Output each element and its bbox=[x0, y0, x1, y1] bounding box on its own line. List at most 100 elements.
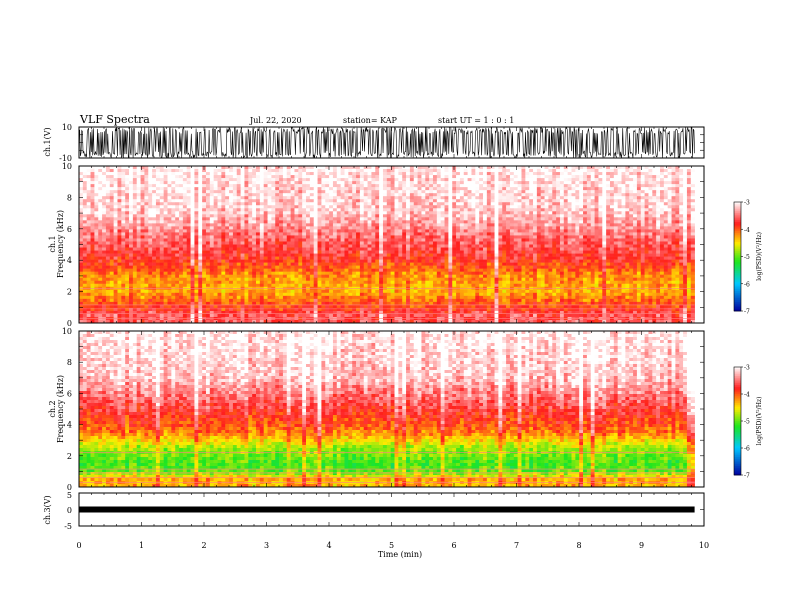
spectrogram-cell bbox=[202, 196, 206, 199]
spectrogram-cell bbox=[260, 193, 264, 196]
spectrogram-cell bbox=[248, 169, 252, 172]
spectrogram-cell bbox=[117, 172, 121, 175]
spectrogram-cell bbox=[533, 223, 537, 226]
spectrogram-cell bbox=[387, 238, 391, 241]
spectrogram-cell bbox=[275, 214, 279, 217]
spectrogram-cell bbox=[310, 257, 314, 260]
spectrogram-cell bbox=[144, 251, 148, 254]
spectrogram-cell bbox=[279, 241, 283, 244]
spectrogram-cell bbox=[160, 169, 164, 172]
spectrogram-cell bbox=[337, 257, 341, 260]
spectrogram-cell bbox=[187, 187, 191, 190]
spectrogram-cell bbox=[421, 232, 425, 235]
spectrogram-cell bbox=[121, 178, 125, 181]
spectrogram-cell bbox=[648, 226, 652, 229]
spectrogram-cell bbox=[429, 223, 433, 226]
spectrogram-cell bbox=[537, 175, 541, 178]
spectrogram-cell bbox=[79, 172, 83, 175]
spectrogram-cell bbox=[271, 232, 275, 235]
spectrogram-cell bbox=[233, 238, 237, 241]
spectrogram-cell bbox=[560, 196, 564, 199]
spectrogram-cell bbox=[537, 193, 541, 196]
spectrogram-cell bbox=[214, 196, 218, 199]
spectrogram-cell bbox=[256, 181, 260, 184]
spectrogram-cell bbox=[248, 223, 252, 226]
spectrogram-cell bbox=[491, 214, 495, 217]
spectrogram-cell bbox=[318, 187, 322, 190]
spectrogram-cell bbox=[383, 190, 387, 193]
spectrogram-cell bbox=[506, 220, 510, 223]
spectrogram-cell bbox=[279, 169, 283, 172]
spectrogram-cell bbox=[506, 199, 510, 202]
spectrogram-cell bbox=[452, 211, 456, 214]
spectrogram-cell bbox=[371, 217, 375, 220]
spectrogram-cell bbox=[125, 181, 129, 184]
spectrogram-cell bbox=[310, 172, 314, 175]
spectrogram-cell bbox=[187, 205, 191, 208]
spectrogram-cell bbox=[302, 202, 306, 205]
spectrogram-cell bbox=[325, 211, 329, 214]
spectrogram-cell bbox=[495, 208, 499, 211]
spectrogram-cell bbox=[356, 220, 360, 223]
spectrogram-cell bbox=[241, 208, 245, 211]
spectrogram-cell bbox=[514, 172, 518, 175]
spectrogram-cell bbox=[564, 220, 568, 223]
spectrogram-cell bbox=[221, 172, 225, 175]
spectrogram-cell bbox=[679, 223, 683, 226]
spectrogram-cell bbox=[583, 202, 587, 205]
spectrogram-cell bbox=[575, 205, 579, 208]
spectrogram-cell bbox=[321, 223, 325, 226]
spectrogram-cell bbox=[629, 217, 633, 220]
spectrogram-cell bbox=[206, 178, 210, 181]
spectrogram-cell bbox=[645, 254, 649, 257]
spectrogram-cell bbox=[568, 175, 572, 178]
spectrogram-cell bbox=[668, 172, 672, 175]
spectrogram-cell bbox=[244, 220, 248, 223]
spectrogram-cell bbox=[656, 172, 660, 175]
spectrogram-cell bbox=[533, 196, 537, 199]
spectrogram-cell bbox=[164, 187, 168, 190]
spectrogram-cell bbox=[552, 238, 556, 241]
spectrogram-cell bbox=[87, 235, 91, 238]
spectrogram-cell bbox=[160, 241, 164, 244]
spectrogram-cell bbox=[614, 187, 618, 190]
spectrogram-cell bbox=[302, 214, 306, 217]
spectrogram-cell bbox=[583, 248, 587, 251]
spectrogram-cell bbox=[371, 196, 375, 199]
spectrogram-cell bbox=[468, 232, 472, 235]
spectrogram-cell bbox=[221, 196, 225, 199]
spectrogram-cell bbox=[114, 211, 118, 214]
spectrogram-cell bbox=[218, 181, 222, 184]
spectrogram-cell bbox=[268, 211, 272, 214]
spectrogram-cell bbox=[179, 175, 183, 178]
spectrogram-cell bbox=[252, 257, 256, 260]
spectrogram-cell bbox=[125, 205, 129, 208]
spectrogram-cell bbox=[606, 220, 610, 223]
spectrogram-cell bbox=[341, 172, 345, 175]
spectrogram-cell bbox=[595, 254, 599, 257]
spectrogram-cell bbox=[291, 220, 295, 223]
spectrogram-cell bbox=[668, 226, 672, 229]
spectrogram-cell bbox=[441, 211, 445, 214]
spectrogram-cell bbox=[575, 232, 579, 235]
spectrogram-cell bbox=[583, 235, 587, 238]
spectrogram-cell bbox=[94, 245, 98, 248]
spectrogram-cell bbox=[575, 254, 579, 257]
spectrogram-cell bbox=[229, 187, 233, 190]
spectrogram-cell bbox=[341, 241, 345, 244]
spectrogram-cell bbox=[98, 220, 102, 223]
spectrogram-cell bbox=[518, 254, 522, 257]
spectrogram-cell bbox=[637, 254, 641, 257]
spectrogram-cell bbox=[602, 172, 606, 175]
spectrogram-cell bbox=[579, 169, 583, 172]
spectrogram-cell bbox=[568, 254, 572, 257]
spectrogram-cell bbox=[602, 223, 606, 226]
spectrogram-cell bbox=[152, 226, 156, 229]
spectrogram-cell bbox=[248, 202, 252, 205]
spectrogram-cell bbox=[94, 238, 98, 241]
spectrogram-cell bbox=[237, 257, 241, 260]
spectrogram-cell bbox=[437, 220, 441, 223]
spectrogram-cell bbox=[414, 217, 418, 220]
spectrogram-cell bbox=[606, 248, 610, 251]
spectrogram-cell bbox=[591, 248, 595, 251]
